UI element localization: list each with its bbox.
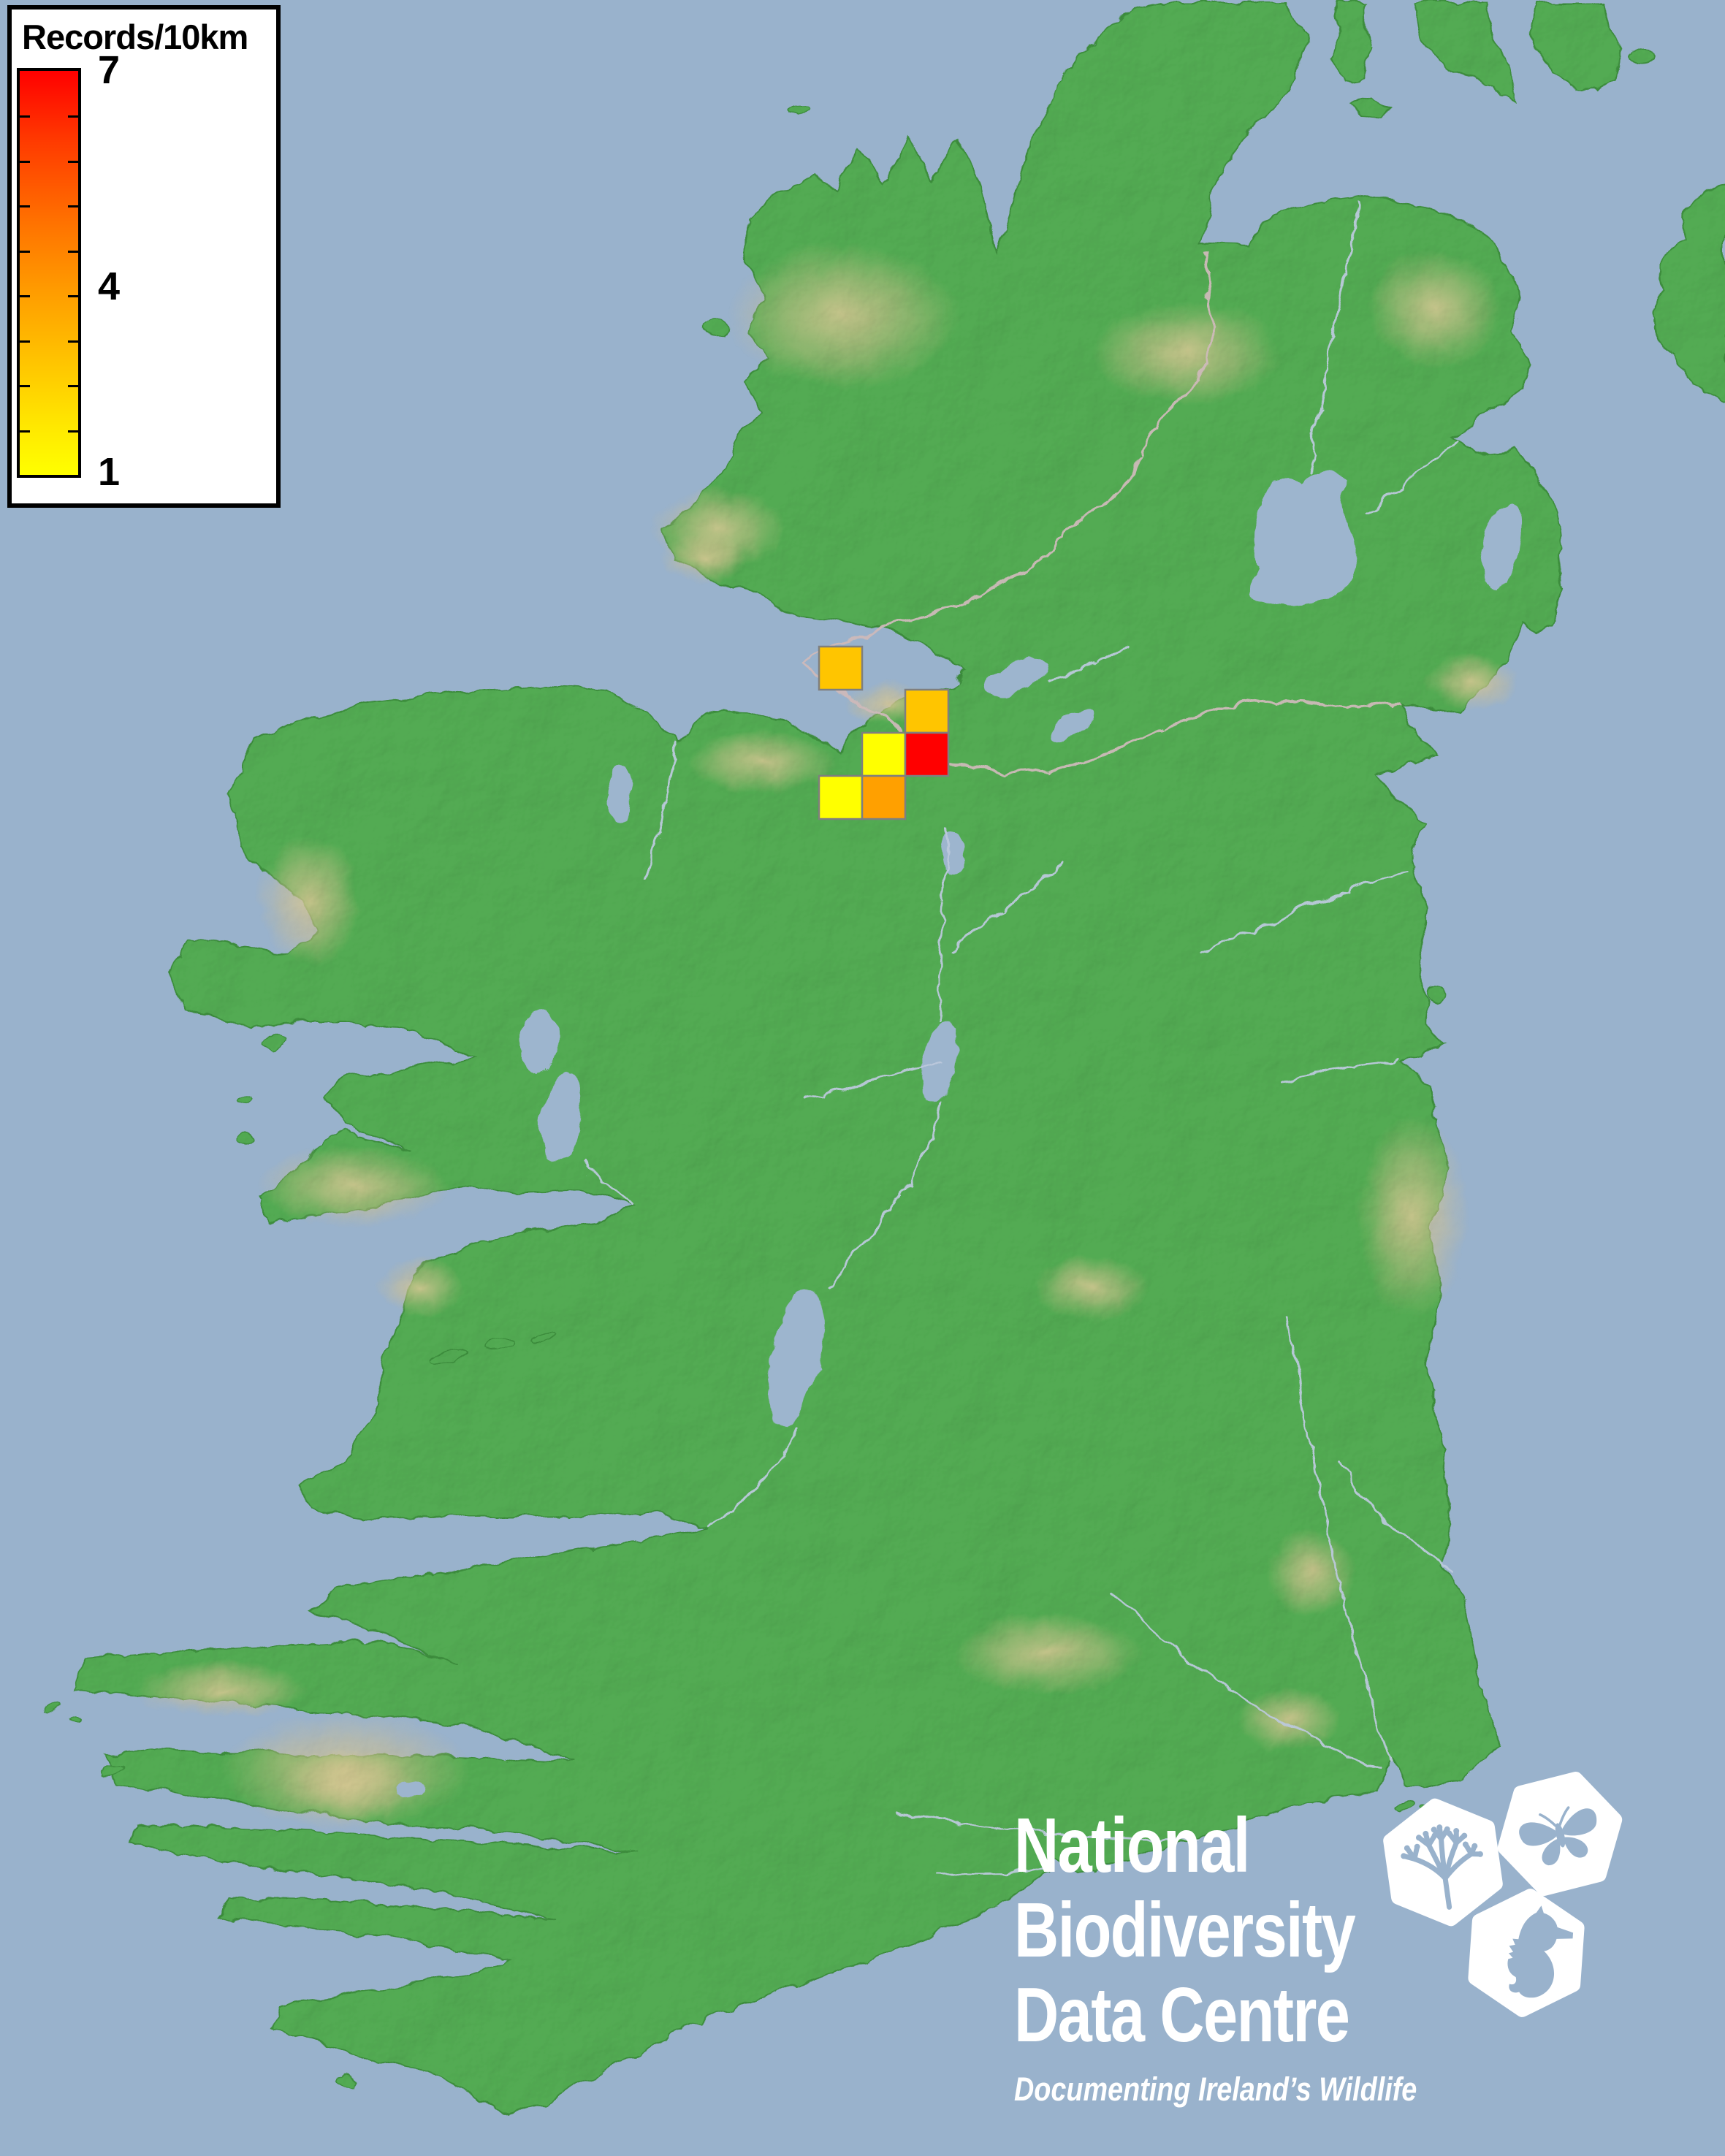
legend-title: Records/10km xyxy=(22,18,248,56)
record-square[interactable] xyxy=(904,731,950,777)
strangford-lough xyxy=(1480,500,1519,589)
lakes xyxy=(393,471,1519,1795)
legend-tick xyxy=(20,161,30,163)
legend-mid-label: 4 xyxy=(98,264,121,308)
logo-text-line2: Biodiversity xyxy=(1014,1887,1356,1973)
lough-erne xyxy=(979,655,1045,696)
butterfly-icon xyxy=(1497,1772,1623,1896)
legend-tick xyxy=(20,340,30,343)
rivers xyxy=(583,197,1455,1873)
record-square[interactable] xyxy=(904,688,950,734)
record-square[interactable] xyxy=(861,774,907,820)
legend-min-label: 1 xyxy=(98,450,121,494)
seahorse-icon xyxy=(1468,1889,1585,2017)
ireland-landmass xyxy=(70,0,1561,2114)
legend-tick xyxy=(68,205,78,207)
legend-tick xyxy=(68,430,78,433)
ni-border-line xyxy=(800,246,1398,773)
lough-neagh xyxy=(1245,471,1354,605)
legend-tick xyxy=(68,340,78,343)
legend-tick xyxy=(20,251,30,253)
offshore-islands xyxy=(39,106,1444,2085)
lough-corrib xyxy=(538,1069,580,1159)
relief-highlands xyxy=(132,241,1516,1826)
legend-tick xyxy=(20,430,30,433)
legend-tick xyxy=(68,295,78,297)
record-square[interactable] xyxy=(818,645,864,691)
legend-tick xyxy=(20,385,30,387)
legend-max-label: 7 xyxy=(98,48,121,92)
logo-text-line1: National xyxy=(1014,1802,1250,1889)
logo-tagline: Documenting Ireland’s Wildlife xyxy=(1014,2071,1417,2108)
tree-icon xyxy=(1383,1798,1503,1927)
record-squares-layer xyxy=(818,645,950,820)
logo-hexagons xyxy=(1383,1772,1623,2017)
scotland-coast xyxy=(1330,0,1725,402)
legend-box: Records/10km 7 4 1 xyxy=(7,5,281,508)
lough-mask xyxy=(519,1007,555,1068)
record-square[interactable] xyxy=(818,774,864,820)
legend-tick xyxy=(20,295,30,297)
legend-gradient-bar xyxy=(17,68,81,478)
legend-tick xyxy=(20,115,30,118)
legend-tick xyxy=(68,251,78,253)
lough-conn xyxy=(604,762,631,823)
lough-derg xyxy=(764,1287,821,1424)
legend-tick xyxy=(68,385,78,387)
legend-tick xyxy=(20,205,30,207)
record-square[interactable] xyxy=(861,731,907,777)
logo-text-line3: Data Centre xyxy=(1014,1972,1350,2058)
legend-tick xyxy=(68,161,78,163)
nbdc-logo: National Biodiversity Data Centre Docume… xyxy=(1014,1803,1482,2109)
legend-tick xyxy=(68,115,78,118)
